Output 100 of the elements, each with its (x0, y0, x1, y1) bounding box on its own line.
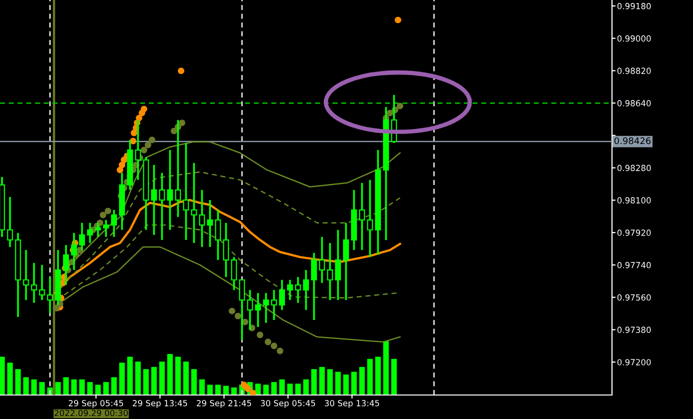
bar (79, 379, 85, 395)
bar (191, 369, 197, 395)
candlestick (311, 252, 317, 321)
bar (167, 354, 173, 395)
candlestick (71, 232, 77, 271)
candlestick (79, 222, 85, 251)
candlestick (247, 289, 253, 331)
bar (175, 356, 181, 395)
bar (391, 358, 397, 395)
bar (295, 384, 301, 395)
bar (31, 379, 37, 395)
bar (23, 377, 29, 395)
bar (7, 362, 13, 395)
bar (335, 372, 341, 395)
y-tick-label: 0.97740 (617, 262, 651, 268)
candlestick (39, 264, 45, 301)
bar (215, 384, 221, 395)
bar (375, 356, 381, 395)
bar (207, 384, 213, 395)
point (100, 212, 106, 218)
x-tick-label: 30 Sep 13:45 (324, 400, 380, 408)
candlestick (271, 289, 277, 321)
x-tick-label: 30 Sep 05:45 (260, 400, 316, 408)
bar (15, 369, 21, 395)
bar (143, 369, 149, 395)
bar (319, 366, 325, 395)
point (178, 120, 186, 126)
y-tick-label: 0.98280 (617, 164, 651, 172)
bar (71, 379, 77, 395)
x-tick-label: 29 Sep 21:45 (196, 400, 252, 408)
point (144, 142, 152, 148)
bar (151, 366, 157, 395)
x-tick-label: 29 Sep 13:45 (132, 400, 188, 408)
bar (367, 358, 373, 395)
candlestick (95, 222, 101, 238)
y-tick-label: 0.98820 (617, 68, 651, 74)
candlestick (279, 278, 285, 311)
bar (327, 369, 333, 395)
candlestick (199, 189, 205, 248)
bar (183, 362, 189, 395)
y-tick-label: 0.97200 (617, 359, 651, 366)
y-tick-label: 0.99180 (617, 2, 651, 10)
point (140, 106, 148, 112)
y-tick-label: 0.97560 (617, 294, 651, 301)
candlestick (303, 269, 309, 311)
point (394, 16, 402, 24)
bar (159, 362, 165, 395)
bar (359, 366, 365, 395)
bar (351, 372, 357, 395)
candlestick (103, 219, 109, 238)
candlestick (215, 209, 221, 261)
candlestick (295, 276, 301, 304)
point (148, 136, 156, 144)
bar (231, 387, 237, 395)
candlestick (87, 222, 93, 244)
candlestick (151, 164, 157, 236)
bar (303, 379, 309, 395)
ref-line-label: 0.98426 (614, 137, 651, 144)
point (228, 308, 236, 314)
candlestick (7, 196, 13, 248)
bar (63, 377, 69, 395)
point (250, 390, 256, 395)
bar (95, 384, 101, 395)
candlestick (255, 292, 261, 328)
candlestick (335, 228, 341, 301)
bar (87, 382, 93, 395)
candlestick (111, 209, 117, 238)
candlestick (191, 162, 197, 244)
point (264, 338, 272, 346)
candlestick (327, 242, 333, 301)
y-tick-label: 0.97920 (617, 230, 651, 236)
point (234, 312, 242, 320)
point (104, 208, 112, 214)
candlestick (231, 256, 237, 291)
point (140, 146, 148, 154)
y-tick-label: 0.98100 (617, 197, 651, 204)
bar (39, 382, 45, 395)
y-tick-label: 0.99000 (617, 35, 651, 42)
bar (223, 386, 229, 395)
candlestick (207, 199, 213, 248)
bar (255, 384, 261, 395)
candlestick (167, 149, 173, 231)
candlestick (63, 244, 69, 286)
bar (287, 384, 293, 395)
x-tick-label: 29 Sep 05:45 (68, 400, 124, 408)
bar (343, 374, 349, 395)
candlestick (319, 236, 325, 284)
bar (127, 356, 133, 395)
y-tick-label: 0.98640 (617, 100, 651, 106)
bar (103, 382, 109, 395)
candlestick (159, 172, 165, 241)
point (256, 332, 264, 338)
candlestick (359, 182, 365, 251)
bar (0, 356, 5, 395)
point (178, 68, 184, 74)
y-tick-label: 0.97380 (617, 326, 651, 333)
point (270, 342, 278, 350)
candlestick (47, 276, 53, 314)
candlestick (31, 262, 37, 304)
point (386, 110, 394, 116)
